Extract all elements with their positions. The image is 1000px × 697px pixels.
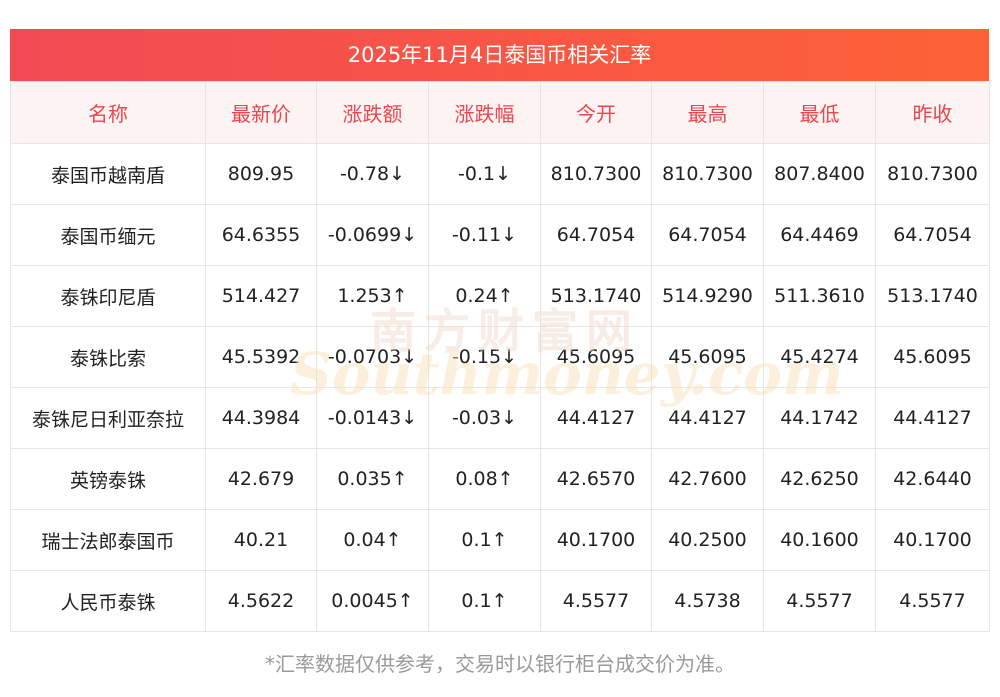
cell-change-pct: 0.1↑ <box>428 570 541 632</box>
cell-open: 42.6570 <box>540 448 652 510</box>
cell-change-pct: -0.03↓ <box>428 387 541 449</box>
column-header-open: 今开 <box>540 81 652 144</box>
cell-change: 1.253↑ <box>316 265 429 327</box>
cell-name: 泰国币越南盾 <box>10 143 206 205</box>
cell-low: 42.6250 <box>763 448 876 510</box>
cell-low: 44.1742 <box>763 387 876 449</box>
cell-high: 514.9290 <box>651 265 764 327</box>
cell-latest: 40.21 <box>205 509 317 571</box>
cell-high: 44.4127 <box>651 387 764 449</box>
cell-latest: 44.3984 <box>205 387 317 449</box>
cell-prev-close: 810.7300 <box>875 143 990 205</box>
cell-name: 泰铢尼日利亚奈拉 <box>10 387 206 449</box>
cell-high: 810.7300 <box>651 143 764 205</box>
cell-low: 511.3610 <box>763 265 876 327</box>
cell-change-pct: 0.1↑ <box>428 509 541 571</box>
page-title: 2025年11月4日泰国币相关汇率 <box>10 29 989 81</box>
cell-open: 44.4127 <box>540 387 652 449</box>
cell-prev-close: 40.1700 <box>875 509 990 571</box>
table-row: 人民币泰铢 4.5622 0.0045↑ 0.1↑ 4.5577 4.5738 4.5577… <box>10 570 990 632</box>
table-row: 瑞士法郎泰国币 40.21 0.04↑ 0.1↑ 40.1700 40.2500 40.16… <box>10 509 990 571</box>
cell-prev-close: 45.6095 <box>875 326 990 388</box>
cell-high: 4.5738 <box>651 570 764 632</box>
cell-change: 0.04↑ <box>316 509 429 571</box>
column-header-name: 名称 <box>10 81 206 144</box>
cell-name: 泰铢比索 <box>10 326 206 388</box>
cell-change: -0.0703↓ <box>316 326 429 388</box>
cell-open: 40.1700 <box>540 509 652 571</box>
cell-low: 64.4469 <box>763 204 876 266</box>
cell-latest: 809.95 <box>205 143 317 205</box>
table-row: 泰铢印尼盾 514.427 1.253↑ 0.24↑ 513.1740 514.9290 5… <box>10 265 990 327</box>
column-header-change-pct: 涨跌幅 <box>428 81 541 144</box>
table-row: 泰铢尼日利亚奈拉 44.3984 -0.0143↓ -0.03↓ 44.4127 44.4… <box>10 387 990 449</box>
cell-high: 42.7600 <box>651 448 764 510</box>
cell-prev-close: 42.6440 <box>875 448 990 510</box>
cell-change-pct: -0.15↓ <box>428 326 541 388</box>
column-header-high: 最高 <box>651 81 764 144</box>
column-header-low: 最低 <box>763 81 876 144</box>
cell-name: 泰国币缅元 <box>10 204 206 266</box>
cell-latest: 4.5622 <box>205 570 317 632</box>
cell-latest: 514.427 <box>205 265 317 327</box>
cell-latest: 64.6355 <box>205 204 317 266</box>
column-header-change: 涨跌额 <box>316 81 429 144</box>
cell-name: 人民币泰铢 <box>10 570 206 632</box>
disclaimer-footnote: *汇率数据仅供参考，交易时以银行柜台成交价为准。 <box>265 652 735 676</box>
table-row: 泰国币越南盾 809.95 -0.78↓ -0.1↓ 810.7300 810.7300 8… <box>10 143 990 205</box>
cell-prev-close: 4.5577 <box>875 570 990 632</box>
cell-high: 45.6095 <box>651 326 764 388</box>
cell-high: 40.2500 <box>651 509 764 571</box>
cell-change-pct: -0.11↓ <box>428 204 541 266</box>
cell-open: 810.7300 <box>540 143 652 205</box>
cell-change: -0.0699↓ <box>316 204 429 266</box>
cell-latest: 42.679 <box>205 448 317 510</box>
cell-latest: 45.5392 <box>205 326 317 388</box>
table-row: 英镑泰铢 42.679 0.035↑ 0.08↑ 42.6570 42.7600 42.62… <box>10 448 990 510</box>
cell-change: 0.0045↑ <box>316 570 429 632</box>
cell-low: 807.8400 <box>763 143 876 205</box>
cell-change-pct: 0.08↑ <box>428 448 541 510</box>
cell-open: 4.5577 <box>540 570 652 632</box>
column-header-prev-close: 昨收 <box>875 81 990 144</box>
cell-low: 40.1600 <box>763 509 876 571</box>
cell-open: 45.6095 <box>540 326 652 388</box>
cell-open: 513.1740 <box>540 265 652 327</box>
cell-name: 泰铢印尼盾 <box>10 265 206 327</box>
exchange-rate-table: 名称 最新价 涨跌额 涨跌幅 今开 最高 最低 昨收 泰国币越南盾 809.95-… <box>10 81 990 632</box>
cell-low: 45.4274 <box>763 326 876 388</box>
cell-change: -0.0143↓ <box>316 387 429 449</box>
cell-change-pct: 0.24↑ <box>428 265 541 327</box>
cell-name: 英镑泰铢 <box>10 448 206 510</box>
cell-name: 瑞士法郎泰国币 <box>10 509 206 571</box>
cell-open: 64.7054 <box>540 204 652 266</box>
cell-change: 0.035↑ <box>316 448 429 510</box>
table-header-row: 名称 最新价 涨跌额 涨跌幅 今开 最高 最低 昨收 <box>10 81 990 144</box>
cell-change: -0.78↓ <box>316 143 429 205</box>
table-row: 泰铢比索 45.5392 -0.0703↓ -0.15↓ 45.6095 45.6095 4… <box>10 326 990 388</box>
table-row: 泰国币缅元 64.6355 -0.0699↓ -0.11↓ 64.7054 64.7054… <box>10 204 990 266</box>
cell-prev-close: 64.7054 <box>875 204 990 266</box>
cell-low: 4.5577 <box>763 570 876 632</box>
cell-change-pct: -0.1↓ <box>428 143 541 205</box>
cell-prev-close: 513.1740 <box>875 265 990 327</box>
cell-high: 64.7054 <box>651 204 764 266</box>
cell-prev-close: 44.4127 <box>875 387 990 449</box>
column-header-latest: 最新价 <box>205 81 317 144</box>
